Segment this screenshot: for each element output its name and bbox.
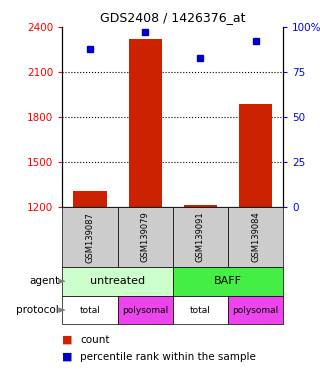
FancyBboxPatch shape bbox=[62, 207, 118, 267]
Text: agent: agent bbox=[29, 276, 59, 286]
Text: GSM139087: GSM139087 bbox=[85, 212, 94, 263]
FancyBboxPatch shape bbox=[173, 267, 283, 296]
Bar bbox=[184, 205, 217, 207]
FancyBboxPatch shape bbox=[173, 207, 228, 267]
Text: GSM139084: GSM139084 bbox=[251, 212, 260, 263]
Text: polysomal: polysomal bbox=[232, 306, 279, 314]
FancyBboxPatch shape bbox=[118, 207, 173, 267]
Bar bbox=[129, 39, 162, 207]
Text: GSM139079: GSM139079 bbox=[141, 212, 150, 263]
Text: ■: ■ bbox=[62, 352, 73, 362]
Text: untreated: untreated bbox=[90, 276, 145, 286]
Bar bbox=[239, 104, 272, 207]
Text: ■: ■ bbox=[62, 335, 73, 345]
Text: GSM139091: GSM139091 bbox=[196, 212, 205, 262]
FancyBboxPatch shape bbox=[173, 296, 228, 324]
FancyBboxPatch shape bbox=[228, 207, 283, 267]
Bar bbox=[74, 191, 107, 207]
Title: GDS2408 / 1426376_at: GDS2408 / 1426376_at bbox=[100, 11, 245, 24]
FancyBboxPatch shape bbox=[118, 296, 173, 324]
Text: total: total bbox=[80, 306, 100, 314]
Text: protocol: protocol bbox=[16, 305, 59, 315]
Text: BAFF: BAFF bbox=[214, 276, 242, 286]
Text: count: count bbox=[80, 335, 109, 345]
FancyBboxPatch shape bbox=[228, 296, 283, 324]
FancyBboxPatch shape bbox=[62, 296, 118, 324]
Text: total: total bbox=[190, 306, 211, 314]
Text: polysomal: polysomal bbox=[122, 306, 168, 314]
FancyBboxPatch shape bbox=[62, 267, 173, 296]
Text: percentile rank within the sample: percentile rank within the sample bbox=[80, 352, 256, 362]
